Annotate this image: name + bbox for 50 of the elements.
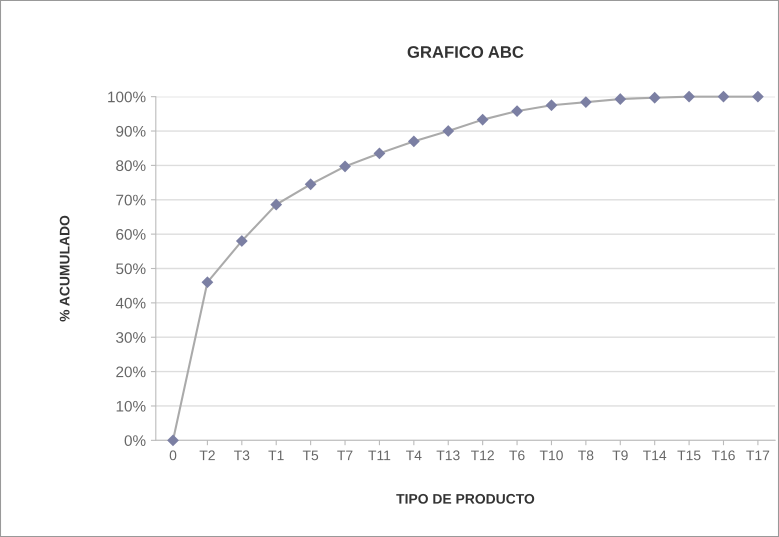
x-tick-label: T13 [436,450,460,460]
y-axis-title: % ACUMULADO [60,216,70,322]
y-tick-label: 100% [108,92,146,102]
point [270,198,282,210]
y-tick-label: 50% [116,263,146,274]
point [408,136,420,147]
y-tick-label: 0% [124,435,146,446]
point [374,148,386,159]
x-tick-label: T5 [302,450,318,460]
point [236,235,248,247]
y-tick-label: 70% [116,194,146,206]
point [683,91,695,102]
point [339,160,351,172]
x-tick-label: T11 [368,450,390,460]
x-tick-label: T1 [268,450,284,460]
x-tick-label: T14 [643,450,666,460]
x-axis-title: TIPO DE PRODUCTO [396,494,534,504]
point [305,178,316,190]
x-tick-label: T2 [200,450,215,460]
point [477,114,488,126]
point [442,125,454,137]
x-tick-label: T12 [471,450,494,460]
x-tick-label: T16 [712,450,735,460]
point [649,92,660,104]
point [580,96,592,108]
x-tick-label: T4 [406,450,422,460]
y-tick-label: 60% [116,229,146,240]
x-tick-label: T6 [509,450,525,460]
point [546,100,558,111]
point [614,93,626,105]
x-tick-label: T8 [578,450,594,460]
point [202,276,214,288]
point [718,91,730,102]
x-tick-label: T7 [337,450,352,460]
x-tick-label: T9 [612,450,628,460]
point [752,91,764,102]
x-tick-label: T17 [746,450,770,460]
y-tick-label: 90% [116,126,146,137]
y-tick-label: 20% [116,366,146,378]
x-tick-label: T10 [540,450,563,460]
y-tick-label: 80% [116,160,146,172]
x-tick-label: T3 [234,450,250,460]
y-tick-label: 10% [116,400,146,412]
point [511,105,523,117]
x-tick-label: T15 [677,450,700,460]
y-tick-label: 30% [116,332,146,343]
x-tick-label: 0 [170,450,176,460]
point [167,434,179,446]
y-tick-label: 40% [116,298,146,309]
chart-title: GRAFICO ABC [408,46,524,58]
